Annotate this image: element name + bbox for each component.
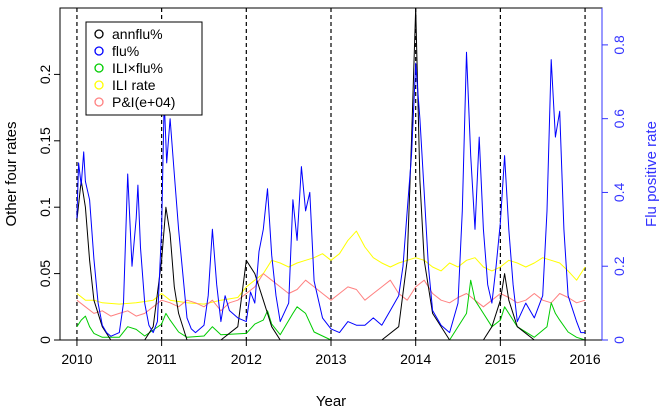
y-right-tick-label: 0.4 bbox=[611, 183, 627, 203]
y-left-tick-label: 0.05 bbox=[37, 260, 53, 287]
x-axis-title: Year bbox=[316, 393, 346, 410]
x-tick-label: 2016 bbox=[569, 351, 600, 367]
legend-marker bbox=[94, 80, 104, 90]
y-right-tick-label: 0 bbox=[611, 336, 627, 344]
x-tick-label: 2013 bbox=[315, 351, 346, 367]
y-axis-right-title: Flu positive rate bbox=[643, 121, 660, 227]
y-left-tick-label: 0.2 bbox=[37, 64, 53, 84]
legend-marker bbox=[94, 29, 104, 39]
legend-marker bbox=[94, 97, 104, 107]
series-line-1 bbox=[76, 51, 586, 337]
legend-label: ILI×flu% bbox=[112, 60, 163, 76]
x-tick-label: 2012 bbox=[231, 351, 262, 367]
legend-label: ILI rate bbox=[112, 77, 156, 93]
series-line-2 bbox=[76, 279, 586, 341]
legend-label: P&I(e+04) bbox=[112, 94, 175, 110]
vertical-dashed-lines bbox=[76, 8, 586, 340]
legend-box bbox=[85, 21, 203, 116]
y-left-tick-label: 0.15 bbox=[37, 127, 53, 154]
legend-label: flu% bbox=[112, 43, 139, 59]
y-left-tick-label: 0.1 bbox=[37, 197, 53, 217]
x-tick-label: 2015 bbox=[485, 351, 516, 367]
y-right-tick-label: 0.6 bbox=[611, 109, 627, 129]
y-right-tick-label: 0.8 bbox=[611, 35, 627, 55]
y-right-tick-label: 0.2 bbox=[611, 256, 627, 276]
y-left-tick-label: 0 bbox=[37, 336, 53, 344]
x-tick-label: 2014 bbox=[400, 351, 431, 367]
legend-marker bbox=[94, 46, 104, 56]
y-axis-right: 0 0.2 0.4 0.6 0.8 bbox=[601, 8, 627, 344]
legend-label: annflu% bbox=[112, 26, 163, 42]
y-axis-left: 0 0.05 0.1 0.15 0.2 bbox=[37, 64, 60, 344]
x-tick-label: 2011 bbox=[147, 351, 177, 367]
x-axis: 2010 2011 2012 2013 2014 2015 2016 bbox=[61, 339, 601, 367]
y-axis-left-title: Other four rates bbox=[3, 121, 20, 226]
series-line-4 bbox=[76, 273, 586, 317]
legend-marker bbox=[94, 63, 104, 73]
x-tick-label: 2010 bbox=[61, 351, 92, 367]
